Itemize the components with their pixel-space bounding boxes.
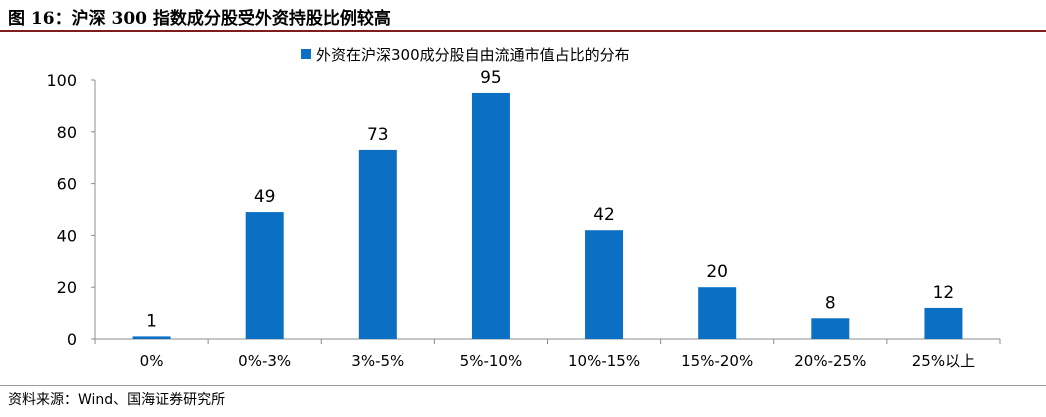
- y-tick-label: 100: [46, 71, 77, 90]
- y-tick-label: 0: [67, 330, 77, 349]
- x-tick-label: 10%-15%: [568, 352, 640, 370]
- data-label: 42: [593, 205, 615, 225]
- y-tick-label: 40: [57, 226, 77, 245]
- data-label: 95: [480, 68, 502, 88]
- source-note: 资料来源：Wind、国海证券研究所: [8, 392, 226, 408]
- bar: [358, 149, 397, 339]
- figure-title: 图 16：沪深 300 指数成分股受外资持股比例较高: [8, 9, 391, 29]
- bars: [132, 92, 963, 339]
- bar: [245, 212, 284, 339]
- data-labels: 1 49 73 95 42 20 8 12: [146, 68, 954, 331]
- x-tick-label: 15%-20%: [681, 352, 753, 370]
- legend: 外资在沪深300成分股自由流通市值占比的分布: [301, 46, 630, 64]
- data-label: 20: [706, 262, 728, 282]
- y-tick-label: 20: [57, 278, 77, 297]
- legend-label: 外资在沪深300成分股自由流通市值占比的分布: [316, 46, 630, 64]
- x-axis-ticks: 0% 0%-3% 3%-5% 5%-10% 10%-15% 15%-20% 20%-25% 2…: [94, 339, 1001, 370]
- x-tick-label: 25%以上: [912, 352, 975, 370]
- legend-swatch: [301, 49, 311, 59]
- x-tick-label: 20%-25%: [794, 352, 866, 370]
- data-label: 12: [933, 283, 955, 303]
- x-tick-label: 3%-5%: [351, 352, 404, 370]
- x-tick-label: 0%-3%: [238, 352, 291, 370]
- y-tick-label: 80: [57, 123, 77, 142]
- y-axis-ticks: 0 20 40 60 80 100: [46, 71, 95, 349]
- data-label: 73: [367, 125, 389, 145]
- data-label: 49: [254, 187, 276, 207]
- bar: [132, 336, 171, 339]
- bar: [698, 287, 737, 339]
- data-label: 1: [146, 311, 157, 331]
- bar: [811, 318, 850, 339]
- title-rule: [0, 30, 1046, 32]
- data-label: 8: [825, 293, 836, 313]
- bar: [471, 92, 510, 339]
- bar: [585, 230, 624, 339]
- y-tick-label: 60: [57, 175, 77, 194]
- x-tick-label: 0%: [140, 352, 164, 370]
- x-tick-label: 5%-10%: [460, 352, 523, 370]
- bar: [924, 307, 963, 339]
- footer-rule: [0, 385, 1046, 386]
